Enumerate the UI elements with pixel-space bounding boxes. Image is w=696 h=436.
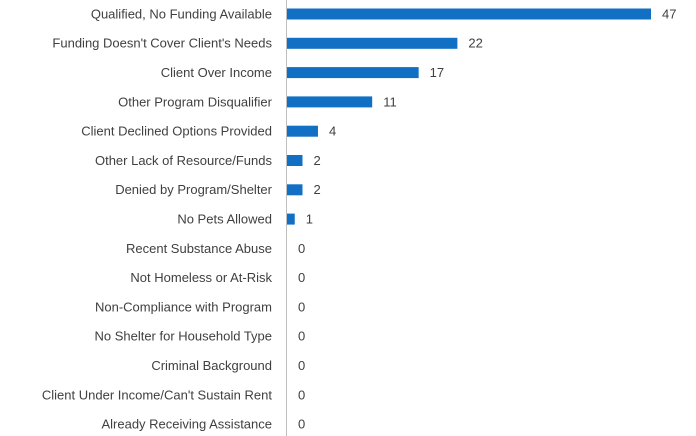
- bar: [287, 96, 373, 108]
- category-label: Criminal Background: [151, 358, 272, 373]
- bar: [287, 37, 458, 49]
- value-label: 0: [298, 358, 305, 373]
- value-label: 0: [298, 329, 305, 344]
- value-label: 4: [329, 124, 336, 139]
- value-label: 0: [298, 270, 305, 285]
- category-label: Non-Compliance with Program: [95, 299, 272, 314]
- bar: [287, 8, 651, 20]
- bar: [287, 125, 318, 137]
- category-label: No Shelter for Household Type: [94, 329, 272, 344]
- bar: [287, 67, 419, 79]
- category-label: Other Lack of Resource/Funds: [95, 153, 273, 168]
- value-label: 2: [313, 182, 320, 197]
- category-label: Client Declined Options Provided: [81, 124, 272, 139]
- value-label: 0: [298, 387, 305, 402]
- category-label: No Pets Allowed: [177, 212, 272, 227]
- value-label: 11: [383, 94, 397, 109]
- category-label: Qualified, No Funding Available: [91, 6, 272, 21]
- bar: [287, 213, 295, 225]
- value-label: 1: [306, 212, 313, 227]
- category-label: Already Receiving Assistance: [101, 417, 272, 432]
- category-label: Other Program Disqualifier: [118, 94, 273, 109]
- value-label: 0: [298, 241, 305, 256]
- category-label: Client Over Income: [161, 65, 272, 80]
- bar: [287, 155, 303, 166]
- value-label: 0: [298, 299, 305, 314]
- value-label: 47: [662, 6, 676, 21]
- category-label: Not Homeless or At-Risk: [130, 270, 272, 285]
- category-label: Denied by Program/Shelter: [115, 182, 272, 197]
- value-label: 17: [430, 65, 444, 80]
- bar: [287, 184, 303, 196]
- value-label: 2: [313, 153, 320, 168]
- category-label: Client Under Income/Can't Sustain Rent: [42, 387, 272, 402]
- category-label: Recent Substance Abuse: [126, 241, 272, 256]
- value-label: 22: [468, 36, 482, 51]
- value-label: 0: [298, 417, 305, 432]
- category-label: Funding Doesn't Cover Client's Needs: [52, 36, 272, 51]
